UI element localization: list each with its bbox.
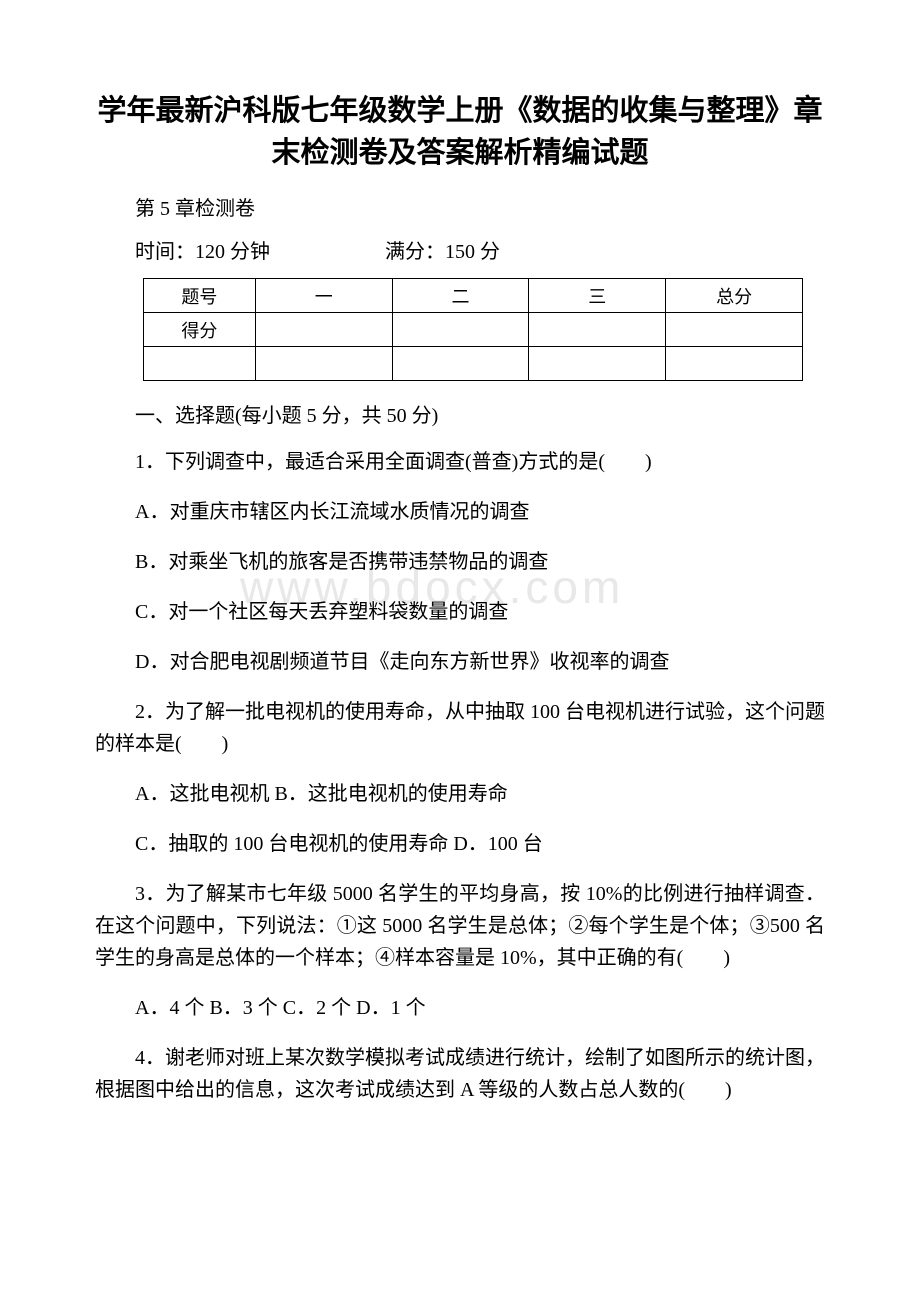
section-heading: 一、选择题(每小题 5 分，共 50 分) <box>95 399 825 428</box>
table-row: 得分 <box>144 313 803 347</box>
question-2-options-cd: C．抽取的 100 台电视机的使用寿命 D．100 台 <box>95 828 825 860</box>
question-2-options-ab: A．这批电视机 B．这批电视机的使用寿命 <box>95 778 825 810</box>
table-cell: 总分 <box>666 279 803 313</box>
question-3-stem: 3．为了解某市七年级 5000 名学生的平均身高，按 10%的比例进行抽样调查．… <box>95 878 825 974</box>
question-1-option-d: D．对合肥电视剧频道节目《走向东方新世界》收视率的调查 <box>95 646 825 678</box>
question-2-stem: 2．为了解一批电视机的使用寿命，从中抽取 100 台电视机进行试验，这个问题的样… <box>95 696 825 760</box>
question-1-stem: 1．下列调查中，最适合采用全面调查(普查)方式的是( ) <box>95 446 825 478</box>
question-1-option-c: C．对一个社区每天丢弃塑料袋数量的调查 <box>95 596 825 628</box>
document-title: 学年最新沪科版七年级数学上册《数据的收集与整理》章末检测卷及答案解析精编试题 <box>95 90 825 174</box>
table-cell: 三 <box>529 279 666 313</box>
chapter-subtitle: 第 5 章检测卷 <box>95 192 825 221</box>
table-cell <box>666 313 803 347</box>
exam-info: 时间：120 分钟 满分：150 分 <box>95 235 825 264</box>
table-cell: 题号 <box>144 279 256 313</box>
table-row <box>144 347 803 381</box>
table-cell: 二 <box>392 279 529 313</box>
table-cell <box>529 313 666 347</box>
table-cell <box>529 347 666 381</box>
score-value: 150 分 <box>445 241 500 263</box>
question-3-options: A．4 个 B．3 个 C．2 个 D．1 个 <box>95 992 825 1024</box>
score-label: 满分： <box>385 241 445 263</box>
table-cell: 一 <box>255 279 392 313</box>
question-1-option-a: A．对重庆市辖区内长江流域水质情况的调查 <box>95 496 825 528</box>
score-table: 题号 一 二 三 总分 得分 <box>143 278 803 381</box>
table-cell <box>392 313 529 347</box>
table-cell <box>666 347 803 381</box>
question-4-stem: 4．谢老师对班上某次数学模拟考试成绩进行统计，绘制了如图所示的统计图，根据图中给… <box>95 1042 825 1106</box>
time-label: 时间： <box>135 241 195 263</box>
table-cell <box>144 347 256 381</box>
table-row: 题号 一 二 三 总分 <box>144 279 803 313</box>
table-cell: 得分 <box>144 313 256 347</box>
time-value: 120 分钟 <box>195 241 270 263</box>
table-cell <box>392 347 529 381</box>
table-cell <box>255 347 392 381</box>
question-1-option-b: B．对乘坐飞机的旅客是否携带违禁物品的调查 <box>95 546 825 578</box>
table-cell <box>255 313 392 347</box>
